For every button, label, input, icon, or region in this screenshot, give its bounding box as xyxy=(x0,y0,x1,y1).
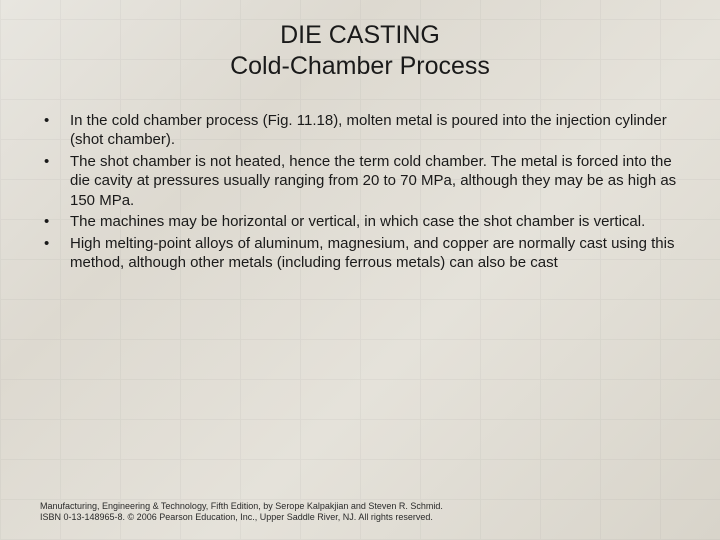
slide-title: DIE CASTING Cold-Chamber Process xyxy=(40,20,680,83)
list-item: • In the cold chamber process (Fig. 11.1… xyxy=(40,111,680,150)
bullet-icon: • xyxy=(40,152,70,172)
title-line-2: Cold-Chamber Process xyxy=(230,52,490,80)
bullet-text: High melting-point alloys of aluminum, m… xyxy=(70,234,680,273)
list-item: • High melting-point alloys of aluminum,… xyxy=(40,234,680,273)
bullet-text: In the cold chamber process (Fig. 11.18)… xyxy=(70,111,680,150)
bullet-list: • In the cold chamber process (Fig. 11.1… xyxy=(40,111,680,273)
bullet-icon: • xyxy=(40,111,70,131)
slide-content: DIE CASTING Cold-Chamber Process • In th… xyxy=(0,0,720,540)
bullet-icon: • xyxy=(40,212,70,232)
footer-citation: Manufacturing, Engineering & Technology,… xyxy=(40,501,680,524)
bullet-icon: • xyxy=(40,234,70,254)
bullet-text: The shot chamber is not heated, hence th… xyxy=(70,152,680,211)
footer-line-2: ISBN 0-13-148965-8. © 2006 Pearson Educa… xyxy=(40,512,680,524)
bullet-text: The machines may be horizontal or vertic… xyxy=(70,212,680,232)
list-item: • The machines may be horizontal or vert… xyxy=(40,212,680,232)
title-line-1: DIE CASTING xyxy=(280,21,440,49)
footer-line-1: Manufacturing, Engineering & Technology,… xyxy=(40,501,680,513)
list-item: • The shot chamber is not heated, hence … xyxy=(40,152,680,211)
